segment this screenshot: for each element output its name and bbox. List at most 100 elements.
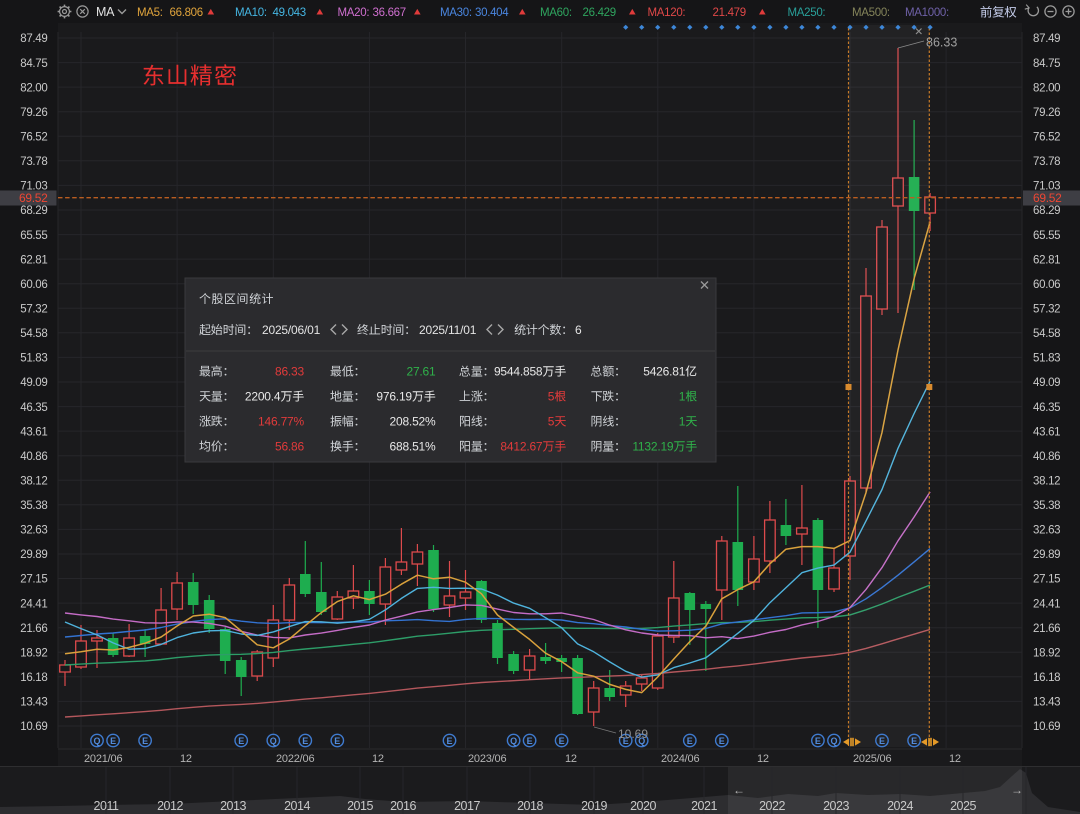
svg-text:688.51%: 688.51% (390, 440, 437, 454)
svg-text:下跌：: 下跌： (591, 388, 626, 405)
svg-text:2023/06: 2023/06 (468, 753, 506, 765)
svg-text:2200.4万手: 2200.4万手 (245, 390, 304, 404)
svg-text:32.63: 32.63 (1033, 525, 1060, 537)
svg-text:涨跌：: 涨跌： (199, 413, 234, 430)
svg-text:12: 12 (757, 753, 769, 765)
svg-text:总量：: 总量： (459, 363, 494, 380)
svg-text:49.09: 49.09 (20, 377, 47, 389)
svg-text:2021: 2021 (691, 799, 717, 813)
svg-text:69.52: 69.52 (1033, 191, 1062, 205)
svg-text:43.61: 43.61 (20, 426, 47, 438)
svg-text:73.78: 73.78 (1033, 156, 1060, 168)
svg-text:2012: 2012 (157, 799, 183, 813)
svg-text:2021/06: 2021/06 (84, 753, 122, 765)
svg-text:2022/06: 2022/06 (276, 753, 314, 765)
svg-text:MA20:: MA20: (338, 4, 370, 20)
svg-text:东山精密: 东山精密 (142, 57, 238, 91)
svg-text:73.78: 73.78 (20, 156, 47, 168)
svg-text:29.89: 29.89 (20, 549, 47, 561)
svg-text:E: E (527, 736, 533, 746)
svg-text:2019: 2019 (581, 799, 607, 813)
svg-text:Q: Q (830, 736, 837, 746)
svg-text:MA: MA (96, 5, 115, 19)
svg-text:86.33: 86.33 (275, 365, 305, 379)
svg-text:82.00: 82.00 (1033, 82, 1060, 94)
svg-text:65.55: 65.55 (1033, 230, 1060, 242)
svg-text:E: E (334, 736, 340, 746)
svg-text:E: E (719, 736, 725, 746)
svg-text:51.83: 51.83 (1033, 353, 1060, 365)
svg-text:49.043: 49.043 (273, 7, 306, 19)
svg-text:12: 12 (949, 753, 961, 765)
svg-text:30.404: 30.404 (475, 7, 509, 19)
svg-text:2025: 2025 (950, 799, 976, 813)
svg-text:13.43: 13.43 (1033, 697, 1060, 709)
svg-text:MA1000:: MA1000: (905, 7, 949, 19)
svg-text:76.52: 76.52 (1033, 132, 1060, 144)
svg-text:阳量：: 阳量： (459, 438, 494, 455)
svg-text:2015: 2015 (347, 799, 373, 813)
svg-text:2014: 2014 (284, 799, 310, 813)
svg-text:87.49: 87.49 (1033, 33, 1060, 45)
svg-text:69.52: 69.52 (19, 191, 48, 205)
svg-text:54.58: 54.58 (1033, 328, 1060, 340)
svg-text:57.32: 57.32 (1033, 304, 1060, 316)
svg-text:均价：: 均价： (199, 438, 234, 455)
svg-text:21.479: 21.479 (713, 7, 746, 19)
svg-text:MA500:: MA500: (852, 7, 890, 19)
svg-text:前复权: 前复权 (980, 2, 1017, 21)
svg-text:阴线：: 阴线： (591, 413, 626, 430)
svg-text:2024: 2024 (887, 799, 913, 813)
svg-text:71.03: 71.03 (20, 181, 47, 193)
svg-text:18.92: 18.92 (1033, 648, 1060, 660)
svg-text:2020: 2020 (630, 799, 656, 813)
svg-text:终止时间：: 终止时间： (357, 321, 416, 338)
svg-text:上涨：: 上涨： (459, 388, 494, 405)
svg-text:32.63: 32.63 (20, 525, 47, 537)
svg-text:29.89: 29.89 (1033, 549, 1060, 561)
svg-text:振幅：: 振幅： (330, 413, 365, 430)
svg-text:Q: Q (510, 736, 517, 746)
svg-text:27.15: 27.15 (1033, 574, 1060, 586)
svg-text:208.52%: 208.52% (390, 415, 437, 429)
svg-text:27.61: 27.61 (406, 365, 436, 379)
svg-text:84.75: 84.75 (1033, 58, 1060, 70)
svg-text:76.52: 76.52 (20, 132, 47, 144)
svg-text:71.03: 71.03 (1033, 181, 1060, 193)
svg-text:40.86: 40.86 (20, 451, 47, 463)
svg-text:E: E (302, 736, 308, 746)
svg-text:51.83: 51.83 (20, 353, 47, 365)
svg-text:Q: Q (638, 736, 645, 746)
svg-text:E: E (142, 736, 148, 746)
svg-text:2017: 2017 (454, 799, 480, 813)
svg-text:阴量：: 阴量： (591, 438, 626, 455)
svg-text:36.667: 36.667 (373, 7, 406, 19)
svg-text:8412.67万手: 8412.67万手 (500, 440, 566, 454)
svg-text:2025/06: 2025/06 (853, 753, 891, 765)
svg-text:6: 6 (575, 323, 582, 337)
svg-text:146.77%: 146.77% (258, 415, 305, 429)
svg-text:9544.858万手: 9544.858万手 (494, 365, 566, 379)
svg-text:10.69: 10.69 (1033, 721, 1060, 733)
svg-text:56.86: 56.86 (275, 440, 305, 454)
svg-text:57.32: 57.32 (20, 304, 47, 316)
svg-text:35.38: 35.38 (20, 500, 47, 512)
svg-text:总额：: 总额： (591, 363, 626, 380)
svg-text:起始时间：: 起始时间： (199, 321, 258, 338)
svg-text:E: E (446, 736, 452, 746)
svg-text:38.12: 38.12 (20, 476, 47, 488)
svg-text:976.19万手: 976.19万手 (376, 390, 435, 404)
svg-text:12: 12 (372, 753, 384, 765)
svg-text:E: E (238, 736, 244, 746)
svg-text:Q: Q (93, 736, 100, 746)
svg-text:阳线：: 阳线： (459, 413, 494, 430)
svg-text:5根: 5根 (548, 390, 566, 404)
svg-text:21.66: 21.66 (1033, 623, 1060, 635)
svg-text:MA5:: MA5: (137, 4, 163, 20)
svg-text:最高：: 最高： (199, 363, 234, 380)
svg-text:2025/06/01: 2025/06/01 (262, 323, 321, 337)
svg-text:79.26: 79.26 (20, 107, 47, 119)
svg-text:E: E (623, 736, 629, 746)
svg-text:60.06: 60.06 (20, 279, 47, 291)
svg-text:最低：: 最低： (330, 363, 365, 380)
